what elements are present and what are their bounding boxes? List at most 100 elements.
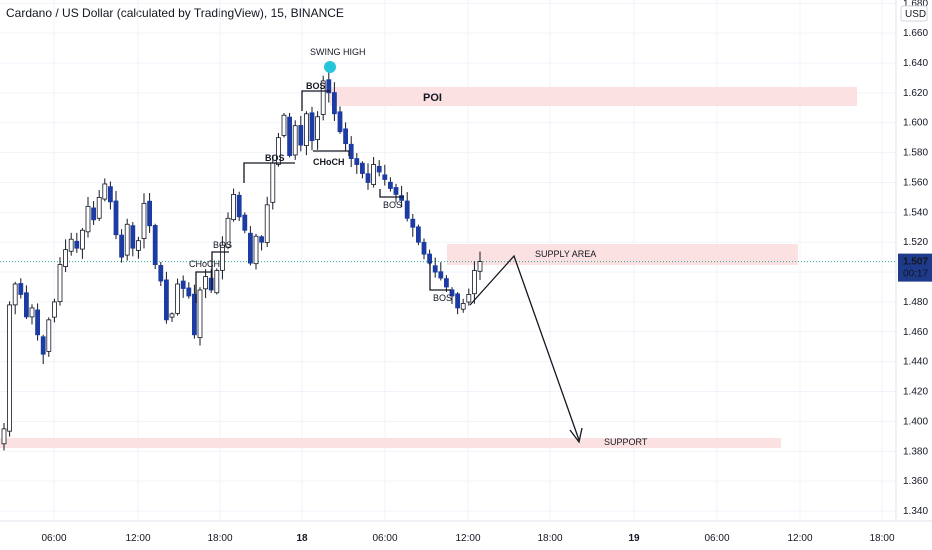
- bos-line-left: [211, 251, 229, 290]
- y-tick-label: 1.680: [903, 0, 928, 9]
- y-tick-label: 1.520: [903, 237, 928, 248]
- poi-zone: [330, 87, 857, 106]
- y-tick-label: 1.420: [903, 387, 928, 398]
- candle-body: [225, 217, 231, 248]
- candle-body: [348, 143, 354, 159]
- candle-body: [29, 307, 35, 318]
- supply-area-label: SUPPLY AREA: [535, 249, 596, 259]
- candle-body: [292, 125, 298, 156]
- choch-line-right: [313, 150, 350, 156]
- countdown-label: 00:17: [903, 269, 928, 280]
- candle-body: [471, 270, 477, 295]
- candle-body: [281, 114, 287, 136]
- candle-body: [180, 280, 186, 289]
- x-tick-label: 19: [628, 533, 640, 544]
- y-tick-label: 1.340: [903, 506, 928, 517]
- candle-body: [259, 236, 265, 243]
- candle-body: [152, 225, 158, 266]
- x-tick-label: 18:00: [537, 533, 562, 544]
- structure-lines: [195, 61, 583, 444]
- annotation-labels: SWING HIGH POI SUPPLY AREA SUPPORT BOS BOS BOS…: [189, 47, 648, 447]
- candle-body: [130, 225, 136, 249]
- candle-body: [236, 194, 242, 218]
- x-tick-label: 06:00: [704, 533, 729, 544]
- candle-body: [253, 235, 259, 265]
- candle-body: [393, 187, 399, 195]
- support-zone: [0, 438, 781, 448]
- candle-body: [175, 283, 181, 314]
- candle-body: [270, 162, 276, 203]
- candle-body: [40, 336, 46, 355]
- candle-body: [331, 92, 337, 115]
- zones: [0, 87, 896, 448]
- bos-line-mid: [243, 162, 295, 183]
- currency-badge[interactable]: [900, 5, 928, 22]
- x-tick-label: 18: [296, 533, 308, 544]
- candle-body: [124, 223, 130, 256]
- candle-body: [404, 200, 410, 219]
- candle-body: [113, 200, 119, 236]
- candle-body: [399, 195, 405, 201]
- candle-body: [52, 301, 57, 318]
- candle-body: [141, 202, 147, 239]
- candle-body: [421, 241, 427, 255]
- candle-body: [455, 293, 461, 309]
- x-tick-label: 12:00: [455, 533, 480, 544]
- y-tick-label: 1.660: [903, 28, 928, 39]
- candle-body: [163, 279, 169, 321]
- y-tick-label: 1.480: [903, 297, 928, 308]
- currency-label: USD: [905, 9, 926, 20]
- candle-body: [242, 214, 248, 231]
- candle-body: [354, 158, 360, 165]
- support-label: SUPPORT: [604, 437, 648, 447]
- x-tick-label: 12:00: [125, 533, 150, 544]
- swing-high-label: SWING HIGH: [310, 47, 366, 57]
- candle-body: [135, 240, 141, 251]
- last-price-label: 1.507: [903, 257, 928, 268]
- swing-high-dot: [324, 61, 336, 73]
- y-tick-label: 1.460: [903, 327, 928, 338]
- projection-arrow: [469, 254, 580, 441]
- choch-line-left: [195, 271, 212, 303]
- y-tick-label: 1.640: [903, 58, 928, 69]
- supply-zone: [447, 244, 798, 265]
- y-tick-label: 1.400: [903, 416, 928, 427]
- candle-body: [343, 128, 349, 145]
- candle-body: [91, 207, 96, 221]
- candle-body: [46, 319, 52, 352]
- choch-label-right: CHoCH: [313, 157, 345, 167]
- bos-line-right-bottom: [429, 262, 451, 291]
- bos-line-right-top: [379, 189, 404, 198]
- bos-label-right-bottom: BOS: [433, 293, 452, 303]
- candle-body: [85, 205, 91, 233]
- candle-body: [275, 137, 281, 165]
- y-tick-label: 1.380: [903, 446, 928, 457]
- candle-body: [337, 111, 343, 133]
- x-tick-label: 06:00: [372, 533, 397, 544]
- candle-body: [427, 253, 433, 264]
- candle-body: [63, 249, 68, 267]
- candle-body: [18, 283, 24, 295]
- y-tick-label: 1.580: [903, 148, 928, 159]
- candle-body: [197, 289, 203, 339]
- y-tick-label: 1.360: [903, 476, 928, 487]
- y-tick-label: 1.560: [903, 177, 928, 188]
- candle-body: [326, 79, 332, 94]
- candle-body: [191, 293, 197, 336]
- candle-body: [102, 183, 108, 200]
- x-tick-label: 06:00: [41, 533, 66, 544]
- candle-body: [247, 232, 253, 264]
- candle-body: [438, 271, 444, 279]
- y-tick-label: 1.440: [903, 357, 928, 368]
- choch-label-left: CHoCH: [189, 259, 220, 269]
- candle-body: [264, 204, 270, 243]
- bos-label-top: BOS: [306, 81, 326, 91]
- candle-body: [68, 238, 74, 252]
- candle-body: [147, 200, 153, 227]
- candle-body: [410, 218, 416, 228]
- candle-body: [23, 292, 29, 318]
- bos-label-right-top: BOS: [383, 200, 402, 210]
